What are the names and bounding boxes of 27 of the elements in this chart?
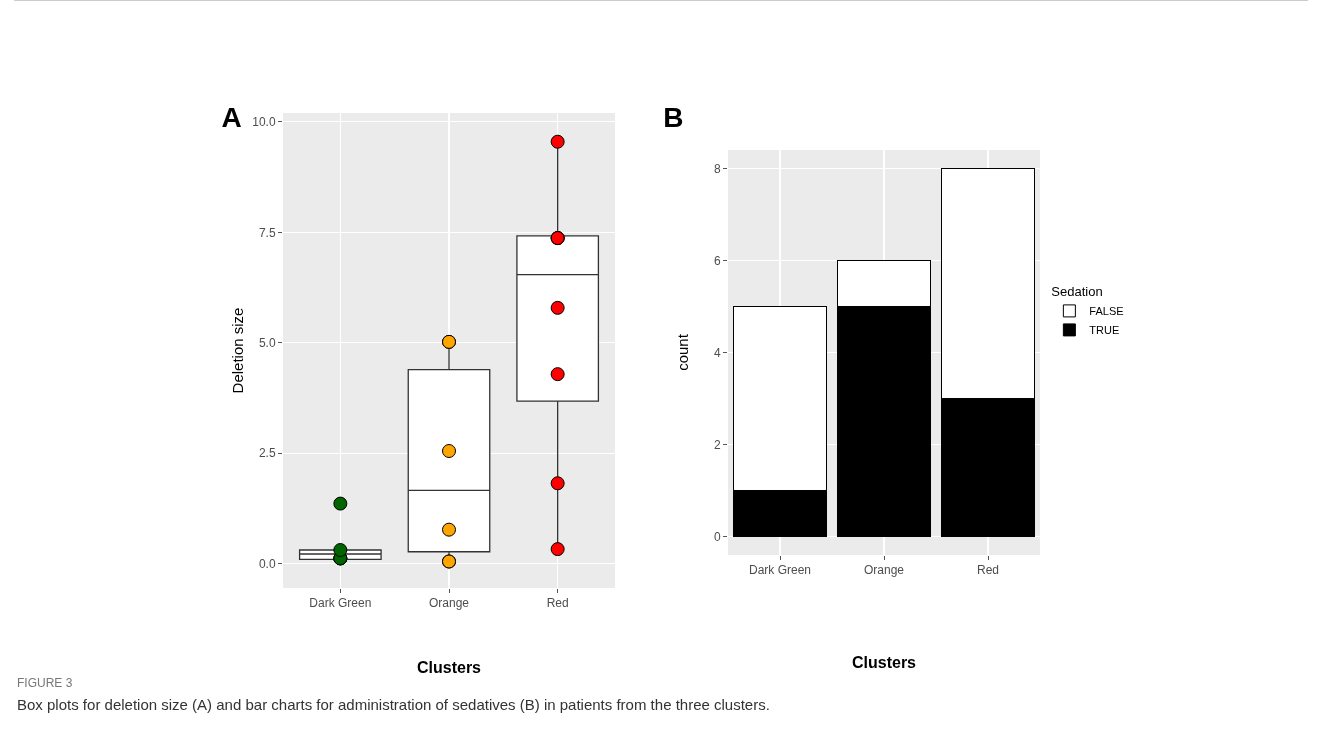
y-tick-label: 2 bbox=[713, 437, 721, 452]
x-axis-title: Clusters bbox=[416, 659, 482, 677]
x-tick-label: Orange bbox=[863, 563, 905, 578]
chart-title: A bbox=[221, 101, 242, 133]
y-tick-label: 7.5 bbox=[258, 225, 276, 240]
x-tick-label: Dark Green bbox=[309, 596, 372, 611]
x-tick-label: Orange bbox=[428, 596, 470, 611]
y-tick-label: 6 bbox=[713, 253, 721, 268]
legend-label: TRUE bbox=[1089, 324, 1120, 337]
y-tick-label: 2.5 bbox=[258, 446, 276, 461]
y-axis-title: Deletion size bbox=[229, 307, 246, 394]
y-tick-label: 0 bbox=[713, 529, 721, 544]
y-tick-label: 5.0 bbox=[258, 335, 276, 350]
legend-title: Sedation bbox=[1051, 284, 1103, 300]
y-tick-label: 0.0 bbox=[258, 556, 276, 571]
y-axis-title: count bbox=[674, 333, 691, 371]
caption: FIGURE 3 bbox=[17, 676, 74, 690]
chart-title: B bbox=[663, 101, 684, 133]
legend-label: FALSE bbox=[1089, 305, 1124, 318]
text: Box plots for deletion size (A) and bar charts for administration of sedatives (B) in patients from the three clusters. bbox=[17, 696, 771, 713]
y-tick-label: 8 bbox=[713, 161, 721, 176]
y-tick-label: 10.0 bbox=[252, 115, 276, 130]
x-tick-label: Red bbox=[546, 596, 569, 611]
x-tick-label: Dark Green bbox=[748, 563, 812, 578]
x-axis-title: Clusters bbox=[851, 654, 917, 672]
y-tick-label: 4 bbox=[713, 345, 721, 360]
x-tick-label: Red bbox=[976, 563, 1000, 578]
